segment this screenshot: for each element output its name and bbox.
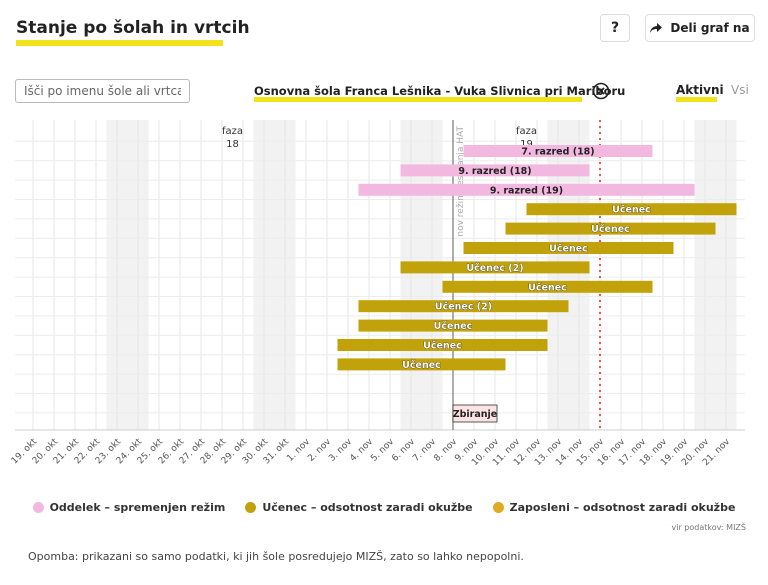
filter-active-underline bbox=[676, 97, 717, 102]
bar bbox=[358, 300, 569, 313]
annotation-box bbox=[452, 404, 498, 423]
bar-label: Učenec bbox=[402, 360, 441, 371]
legend: Oddelek – spremenjen režim Učenec – odso… bbox=[0, 501, 768, 514]
share-button-label: Deli graf na bbox=[670, 21, 750, 35]
help-button[interactable]: ? bbox=[600, 14, 630, 42]
legend-label-ucenec: Učenec – odsotnost zaradi okužbe bbox=[262, 501, 473, 514]
regime-change-label: nov režim testiranja HAT bbox=[456, 125, 466, 236]
phase-number: 19 bbox=[520, 139, 533, 150]
phase-label: faza bbox=[516, 126, 537, 137]
bar-label: Učenec (2) bbox=[435, 302, 492, 313]
legend-label-oddelek: Oddelek – spremenjen režim bbox=[49, 501, 226, 514]
bar-label: Učenec (2) bbox=[466, 263, 523, 274]
bar-label: Učenec bbox=[549, 244, 588, 255]
bar bbox=[358, 319, 548, 332]
bar bbox=[400, 261, 590, 274]
share-icon bbox=[650, 22, 663, 33]
legend-swatch-ucenec bbox=[245, 502, 257, 513]
filter-active-tab[interactable]: Aktivni bbox=[676, 83, 724, 97]
phase-number: 18 bbox=[226, 139, 239, 150]
bar-label: Učenec bbox=[528, 282, 567, 293]
bar-label: Učenec bbox=[591, 224, 630, 235]
bar-label: Učenec bbox=[434, 321, 473, 332]
bar bbox=[505, 222, 716, 235]
share-button[interactable]: Deli graf na bbox=[645, 14, 755, 42]
bar bbox=[526, 203, 737, 216]
bar-label: Učenec bbox=[612, 205, 651, 216]
phase-label: faza bbox=[222, 126, 243, 137]
filter-all-tab[interactable]: Vsi bbox=[731, 83, 749, 97]
clear-selection-icon[interactable] bbox=[592, 82, 610, 100]
legend-item-ucenec[interactable]: Učenec – odsotnost zaradi okužbe bbox=[245, 501, 473, 514]
search-input[interactable] bbox=[15, 79, 190, 103]
bar-label: Učenec bbox=[423, 341, 462, 352]
bar bbox=[463, 242, 674, 254]
data-source: vir podatkov: MIZŠ bbox=[671, 523, 746, 532]
legend-swatch-oddelek bbox=[32, 502, 44, 513]
selected-school-underline bbox=[254, 97, 582, 102]
bar bbox=[400, 164, 590, 177]
legend-swatch-zaposleni bbox=[492, 502, 504, 513]
legend-item-zaposleni[interactable]: Zaposleni – odsotnost zaradi okužbe bbox=[492, 501, 736, 514]
legend-item-oddelek[interactable]: Oddelek – spremenjen režim bbox=[32, 501, 226, 514]
bar bbox=[337, 339, 548, 351]
page-title: Stanje po šolah in vrtcih bbox=[16, 18, 250, 38]
title-underline bbox=[16, 40, 223, 46]
bar bbox=[337, 358, 506, 371]
gantt-chart: faza 18 faza 19 nov režim testiranja HAT 7. r… bbox=[10, 120, 745, 468]
help-button-label: ? bbox=[610, 20, 620, 36]
footnote: Opomba: prikazani so samo podatki, ki ji… bbox=[28, 550, 524, 563]
bar-label: 9. razred (19) bbox=[490, 185, 563, 196]
legend-label-zaposleni: Zaposleni – odsotnost zaradi okužbe bbox=[509, 501, 736, 514]
bar bbox=[358, 183, 695, 196]
bar bbox=[442, 280, 653, 293]
annotation-label: Zbiranje bbox=[453, 409, 498, 420]
selected-school-name: Osnovna šola Franca Lešnika - Vuka Slivn… bbox=[254, 84, 626, 98]
bar bbox=[463, 145, 653, 157]
bar-label: 9. razred (18) bbox=[458, 166, 531, 177]
bar-label: 7. razred (18) bbox=[521, 147, 594, 158]
